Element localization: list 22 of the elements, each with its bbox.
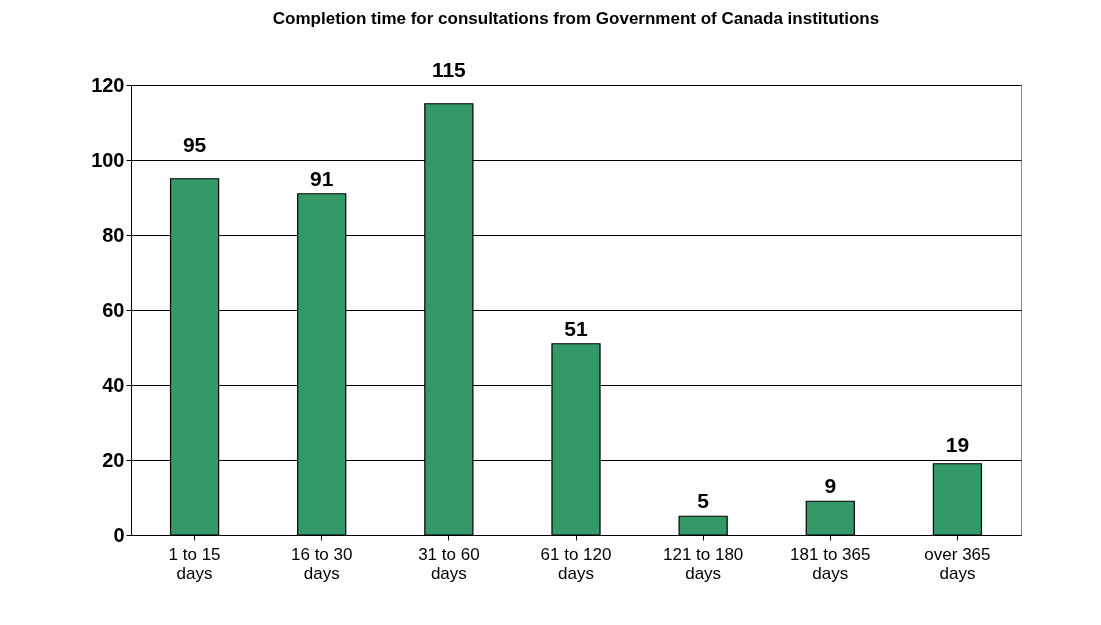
data-label: 51 (564, 316, 588, 340)
x-tick-label: 1 to 15 days (168, 544, 221, 583)
data-label: 9 (824, 474, 837, 498)
x-tick-label: 31 to 60 days (418, 544, 480, 583)
x-tick-label: 16 to 30 days (290, 544, 353, 583)
y-tick-label: 20 (102, 448, 125, 471)
x-tick-label: over 365 days (924, 544, 991, 583)
x-tick-label: 121 to 180 days (662, 544, 744, 583)
data-label: 91 (310, 166, 334, 190)
data-label: 19 (945, 433, 970, 456)
x-tick-label: 181 to 365 days (790, 544, 871, 583)
x-tick-label: 61 to 120 days (540, 544, 612, 583)
y-tick-label: 80 (102, 223, 125, 246)
y-tick-label: 100 (91, 148, 125, 171)
data-label: 95 (182, 133, 207, 156)
chart-title: Completion time for consultations from Government of Canada institutions (272, 9, 880, 28)
data-label: 5 (697, 489, 710, 513)
y-tick-label: 60 (102, 298, 125, 321)
y-tick-label: 0 (113, 523, 125, 546)
y-tick-label: 40 (102, 373, 125, 396)
y-tick-label: 120 (91, 73, 125, 96)
data-label: 115 (431, 58, 467, 81)
